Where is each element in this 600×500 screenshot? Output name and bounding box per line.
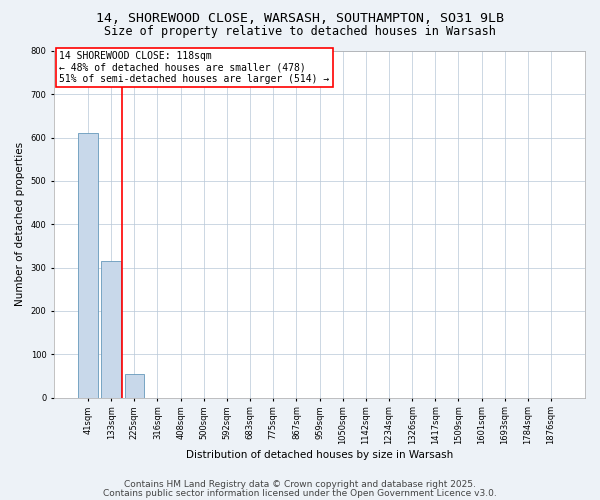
- Bar: [101, 261, 121, 398]
- Text: 14 SHOREWOOD CLOSE: 118sqm
← 48% of detached houses are smaller (478)
51% of sem: 14 SHOREWOOD CLOSE: 118sqm ← 48% of deta…: [59, 51, 329, 84]
- Text: Contains public sector information licensed under the Open Government Licence v3: Contains public sector information licen…: [103, 489, 497, 498]
- X-axis label: Distribution of detached houses by size in Warsash: Distribution of detached houses by size …: [186, 450, 453, 460]
- Text: Contains HM Land Registry data © Crown copyright and database right 2025.: Contains HM Land Registry data © Crown c…: [124, 480, 476, 489]
- Bar: [78, 134, 98, 398]
- Text: 14, SHOREWOOD CLOSE, WARSASH, SOUTHAMPTON, SO31 9LB: 14, SHOREWOOD CLOSE, WARSASH, SOUTHAMPTO…: [96, 12, 504, 26]
- Bar: [125, 374, 144, 398]
- Text: Size of property relative to detached houses in Warsash: Size of property relative to detached ho…: [104, 25, 496, 38]
- Y-axis label: Number of detached properties: Number of detached properties: [15, 142, 25, 306]
